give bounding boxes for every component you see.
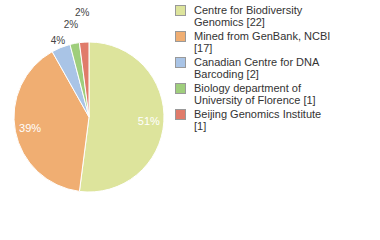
html-text:Canadian Centre for DNA Barcod: Canadian Centre for DNA Barcoding [2] — [194, 56, 319, 80]
svg-text:51%: 51% — [138, 115, 160, 127]
svg-text:2%: 2% — [64, 19, 79, 30]
html-text:Centre for Biodiversity Genomi: Centre for Biodiversity Genomics [22] — [194, 4, 303, 28]
html-text:Biology department of Universi: Biology department of University of Flor… — [194, 82, 316, 106]
html-text:Mined from GenBank, NCBI [17]: Mined from GenBank, NCBI [17] — [194, 30, 331, 54]
svg-text:4%: 4% — [51, 35, 66, 46]
html-text:Beijing Genomics Institute [1]: Beijing Genomics Institute [1] — [194, 108, 322, 132]
svg-text:2%: 2% — [75, 7, 90, 18]
svg-text:39%: 39% — [19, 122, 41, 134]
